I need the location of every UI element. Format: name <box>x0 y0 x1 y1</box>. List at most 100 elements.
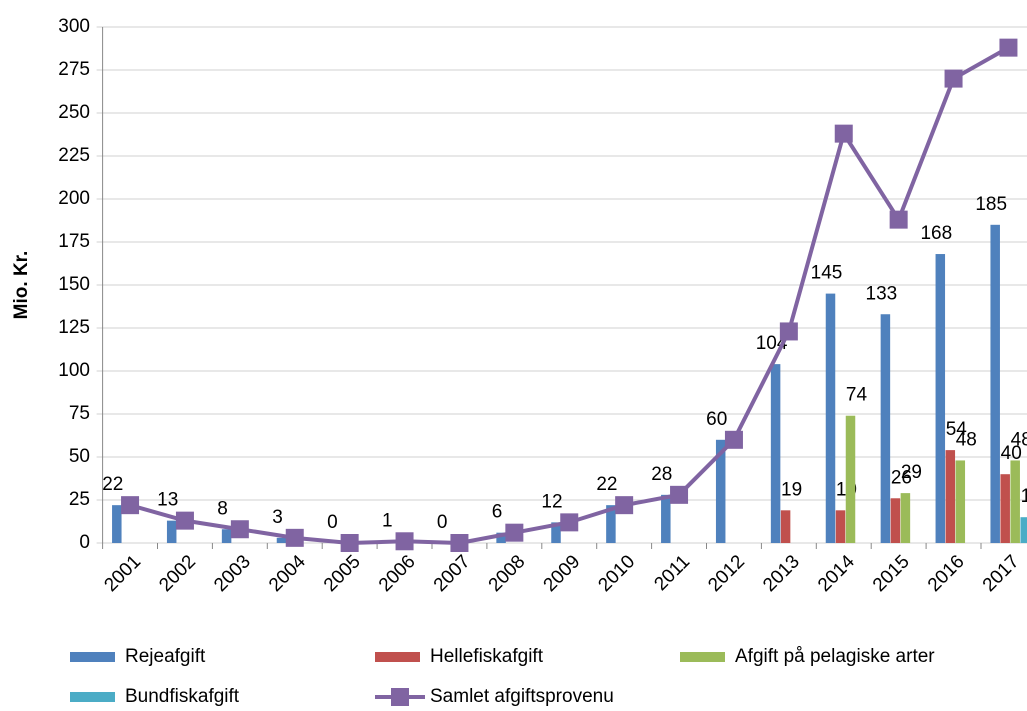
legend-swatch <box>680 652 725 662</box>
y-tick-label: 0 <box>79 532 90 553</box>
bar <box>835 510 846 543</box>
y-axis-label: Mio. Kr. <box>11 251 32 320</box>
y-tick-label: 150 <box>58 274 90 295</box>
data-label: 19 <box>781 479 802 500</box>
line-marker <box>285 528 304 547</box>
bar <box>780 510 791 543</box>
bar <box>606 505 616 543</box>
data-label: 48 <box>956 429 977 450</box>
y-tick-label: 175 <box>58 231 90 252</box>
y-tick-label: 200 <box>58 188 90 209</box>
data-label: 13 <box>157 490 178 511</box>
x-tick-label: 2009 <box>540 551 585 596</box>
line-marker <box>395 532 414 551</box>
x-tick-label: 2013 <box>759 551 804 596</box>
y-tick-label: 300 <box>58 16 90 37</box>
legend-marker <box>391 688 409 706</box>
bar <box>221 529 232 543</box>
x-tick-label: 2007 <box>430 551 475 596</box>
bar <box>112 505 122 543</box>
legend-label: Bundfiskafgift <box>125 686 240 707</box>
x-tick-label: 2012 <box>704 551 749 596</box>
bar <box>990 224 1000 544</box>
line-marker <box>505 523 524 542</box>
data-label: 15 <box>1021 486 1027 507</box>
bar <box>880 314 891 543</box>
bar <box>166 520 177 543</box>
data-label: 133 <box>866 283 898 304</box>
data-label: 0 <box>437 512 448 533</box>
data-label: 12 <box>541 491 562 512</box>
bar <box>1010 460 1020 543</box>
data-label: 28 <box>651 464 672 485</box>
data-label: 8 <box>217 498 228 519</box>
line-marker <box>450 534 469 552</box>
data-label: 22 <box>596 474 617 495</box>
x-tick-label: 2005 <box>320 551 365 596</box>
line-marker <box>340 534 359 552</box>
data-label: 48 <box>1011 429 1027 450</box>
bar <box>935 254 946 544</box>
x-tick-label: 2011 <box>650 551 694 595</box>
x-tick-label: 2010 <box>594 551 639 596</box>
y-tick-label: 225 <box>58 145 90 166</box>
y-tick-label: 250 <box>58 102 90 123</box>
data-label: 168 <box>920 223 952 244</box>
y-tick-label: 275 <box>58 59 90 80</box>
x-tick-label: 2017 <box>979 551 1024 596</box>
bar <box>1000 474 1010 543</box>
legend-swatch <box>70 692 115 702</box>
x-tick-label: 2006 <box>375 551 420 596</box>
data-label: 26 <box>891 467 912 488</box>
data-label: 1 <box>382 510 393 531</box>
line-marker <box>615 496 634 515</box>
bar <box>1020 517 1027 543</box>
bar <box>955 460 966 543</box>
data-label: 145 <box>811 263 843 284</box>
x-tick-label: 2008 <box>485 551 530 596</box>
y-tick-label: 75 <box>69 403 90 424</box>
legend-swatch <box>70 652 115 662</box>
y-tick-label: 100 <box>58 360 90 381</box>
data-label: 60 <box>706 409 727 430</box>
y-tick-label: 50 <box>69 446 90 467</box>
x-tick-label: 2004 <box>265 551 310 596</box>
legend-swatch <box>375 652 420 662</box>
legend-label: Afgift på pelagiske arter <box>735 646 935 667</box>
line-marker <box>834 124 853 143</box>
legend-label: Rejeafgift <box>125 646 206 667</box>
x-tick-label: 2014 <box>814 551 859 596</box>
bar <box>900 493 911 543</box>
y-tick-label: 25 <box>69 489 90 510</box>
line-marker <box>944 69 963 88</box>
data-label: 74 <box>846 385 868 406</box>
data-label: 29 <box>901 462 922 483</box>
line-marker <box>175 511 194 530</box>
bar <box>496 532 506 543</box>
bar <box>825 293 836 543</box>
x-tick-label: 2001 <box>100 551 145 596</box>
x-tick-label: 2016 <box>924 551 969 596</box>
bar <box>770 364 781 543</box>
x-tick-label: 2003 <box>210 551 255 596</box>
data-label: 22 <box>102 474 123 495</box>
bar <box>661 494 671 543</box>
bar <box>945 450 956 543</box>
line-marker <box>121 496 140 515</box>
x-tick-label: 2015 <box>869 551 914 596</box>
bar <box>276 537 287 543</box>
data-label: 40 <box>1001 443 1022 464</box>
line-marker <box>999 38 1018 57</box>
line-marker <box>779 322 798 341</box>
bar <box>890 498 901 543</box>
bar <box>715 439 726 543</box>
line-marker <box>889 210 908 229</box>
data-label: 6 <box>492 502 503 523</box>
x-tick-label: 2002 <box>155 551 200 596</box>
data-label: 3 <box>272 507 283 528</box>
legend-label: Hellefiskafgift <box>430 646 544 667</box>
line-marker <box>670 485 689 504</box>
line-marker <box>230 520 249 539</box>
line-marker <box>560 513 579 532</box>
